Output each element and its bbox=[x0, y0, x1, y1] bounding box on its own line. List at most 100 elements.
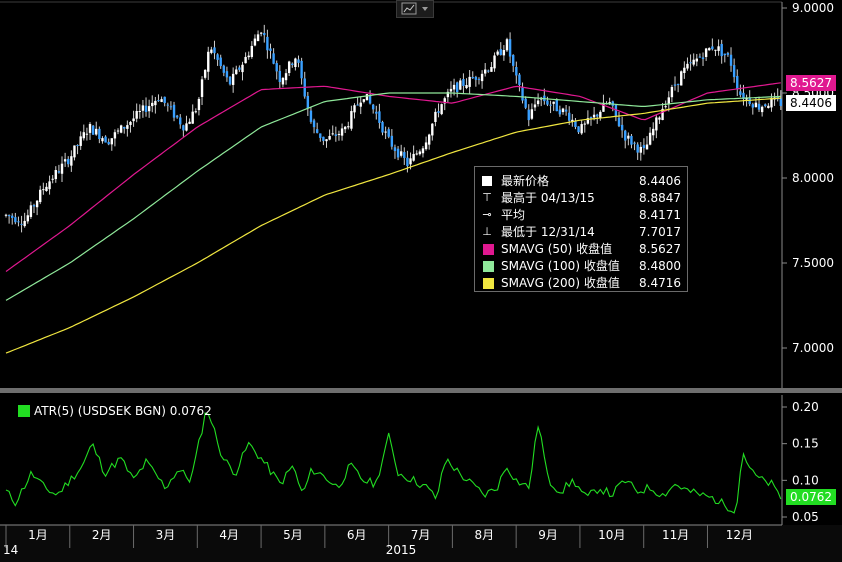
candle-body bbox=[490, 66, 493, 72]
atr-swatch-icon bbox=[18, 405, 30, 417]
candle-body bbox=[745, 97, 748, 100]
candle-body bbox=[757, 103, 761, 110]
chart-type-button[interactable] bbox=[396, 0, 434, 18]
candle-body bbox=[446, 91, 450, 98]
candle-body bbox=[222, 65, 226, 73]
last-price-icon bbox=[481, 173, 493, 189]
candle-body bbox=[337, 133, 341, 135]
candle-body bbox=[154, 100, 157, 106]
candle-body bbox=[76, 145, 79, 147]
candle-body bbox=[396, 148, 400, 158]
candle-body bbox=[57, 171, 61, 173]
candle-body bbox=[670, 86, 674, 98]
candle-body bbox=[20, 223, 23, 225]
price-tick-label: 8.0000 bbox=[792, 171, 834, 185]
time-axis-prev-year-label: 14 bbox=[3, 543, 18, 557]
legend-row-sma50: SMAVG (50) 收盘值 8.5627 bbox=[479, 241, 681, 257]
candle-body bbox=[340, 128, 344, 136]
candle-body bbox=[322, 136, 325, 141]
candle-body bbox=[732, 65, 736, 78]
candle-body bbox=[70, 156, 73, 166]
candle-body bbox=[633, 142, 636, 144]
candle-body bbox=[552, 101, 555, 104]
candle-body bbox=[764, 104, 767, 107]
candle-body bbox=[325, 139, 328, 142]
candle-body bbox=[639, 146, 642, 153]
candle-body bbox=[406, 157, 409, 167]
candle-body bbox=[272, 53, 275, 64]
candle-body bbox=[141, 105, 145, 111]
candle-body bbox=[748, 97, 751, 105]
time-axis: 14 1月 2月 3月 4月 5月 6月 7月 8月 9月 10月 11月 12月 2015 bbox=[3, 525, 753, 557]
candle-body bbox=[455, 82, 459, 93]
candle-body bbox=[512, 55, 515, 66]
candle-body bbox=[284, 73, 288, 81]
legend-row-low: ⊥ 最低于 12/31/14 7.7017 bbox=[479, 224, 681, 240]
candle-body bbox=[213, 47, 216, 54]
candle-body bbox=[518, 74, 521, 86]
month-label: 11月 bbox=[662, 528, 689, 542]
candle-body bbox=[144, 105, 148, 113]
candle-body bbox=[179, 117, 182, 125]
atr-title-text: ATR(5) (USDSEK BGN) 0.0762 bbox=[34, 404, 212, 418]
candle-body bbox=[250, 45, 254, 57]
year-label: 2015 bbox=[386, 543, 417, 557]
candle-body bbox=[14, 217, 17, 223]
candle-body bbox=[683, 67, 686, 73]
sma200-swatch-icon bbox=[483, 278, 494, 289]
price-tick-label: 7.5000 bbox=[792, 256, 834, 270]
legend-row-sma100: SMAVG (100) 收盘值 8.4800 bbox=[479, 258, 681, 274]
candle-body bbox=[558, 109, 562, 115]
candle-body bbox=[465, 84, 468, 89]
candle-body bbox=[676, 83, 680, 85]
candle-body bbox=[256, 34, 260, 42]
candle-body bbox=[760, 106, 764, 113]
legend-label: 最高于 04/13/15 bbox=[501, 191, 595, 205]
candle-body bbox=[636, 144, 639, 153]
candle-body bbox=[54, 169, 57, 180]
panel-divider[interactable] bbox=[0, 388, 842, 393]
candle-body bbox=[480, 73, 484, 82]
candle-body bbox=[384, 131, 387, 133]
candle-body bbox=[17, 221, 20, 223]
candle-body bbox=[191, 111, 194, 124]
candle-body bbox=[652, 128, 655, 136]
candle-body bbox=[263, 33, 266, 36]
candle-body bbox=[779, 98, 783, 107]
month-label: 6月 bbox=[347, 528, 367, 542]
candle-body bbox=[440, 104, 443, 115]
candle-body bbox=[365, 94, 369, 101]
candle-body bbox=[496, 51, 499, 55]
candle-body bbox=[110, 138, 113, 145]
candle-body bbox=[356, 104, 359, 106]
atr-tick-label: 0.15 bbox=[792, 437, 819, 451]
legend-value: 8.4171 bbox=[639, 208, 681, 222]
candle-body bbox=[692, 59, 695, 65]
candle-body bbox=[421, 148, 425, 154]
candle-body bbox=[241, 64, 244, 73]
candle-body bbox=[499, 49, 502, 55]
candle-body bbox=[235, 69, 238, 75]
atr-line bbox=[5, 412, 782, 514]
candle-body bbox=[742, 92, 745, 100]
legend-label: 平均 bbox=[501, 208, 526, 222]
candle-body bbox=[45, 186, 48, 191]
month-label: 5月 bbox=[283, 528, 303, 542]
legend-value: 8.5627 bbox=[639, 242, 681, 256]
candle-body bbox=[269, 48, 272, 51]
candle-body bbox=[515, 67, 518, 76]
candle-body bbox=[767, 105, 770, 109]
month-label: 4月 bbox=[219, 528, 239, 542]
candle-body bbox=[347, 126, 350, 128]
candle-body bbox=[583, 123, 586, 125]
candle-body bbox=[521, 87, 524, 101]
candle-body bbox=[91, 125, 95, 135]
candle-body bbox=[275, 63, 278, 72]
candle-body bbox=[334, 134, 338, 136]
candle-body bbox=[266, 36, 269, 51]
candle-body bbox=[592, 114, 596, 118]
candle-body bbox=[113, 132, 117, 139]
candle-body bbox=[462, 78, 465, 86]
candle-body bbox=[664, 106, 667, 108]
